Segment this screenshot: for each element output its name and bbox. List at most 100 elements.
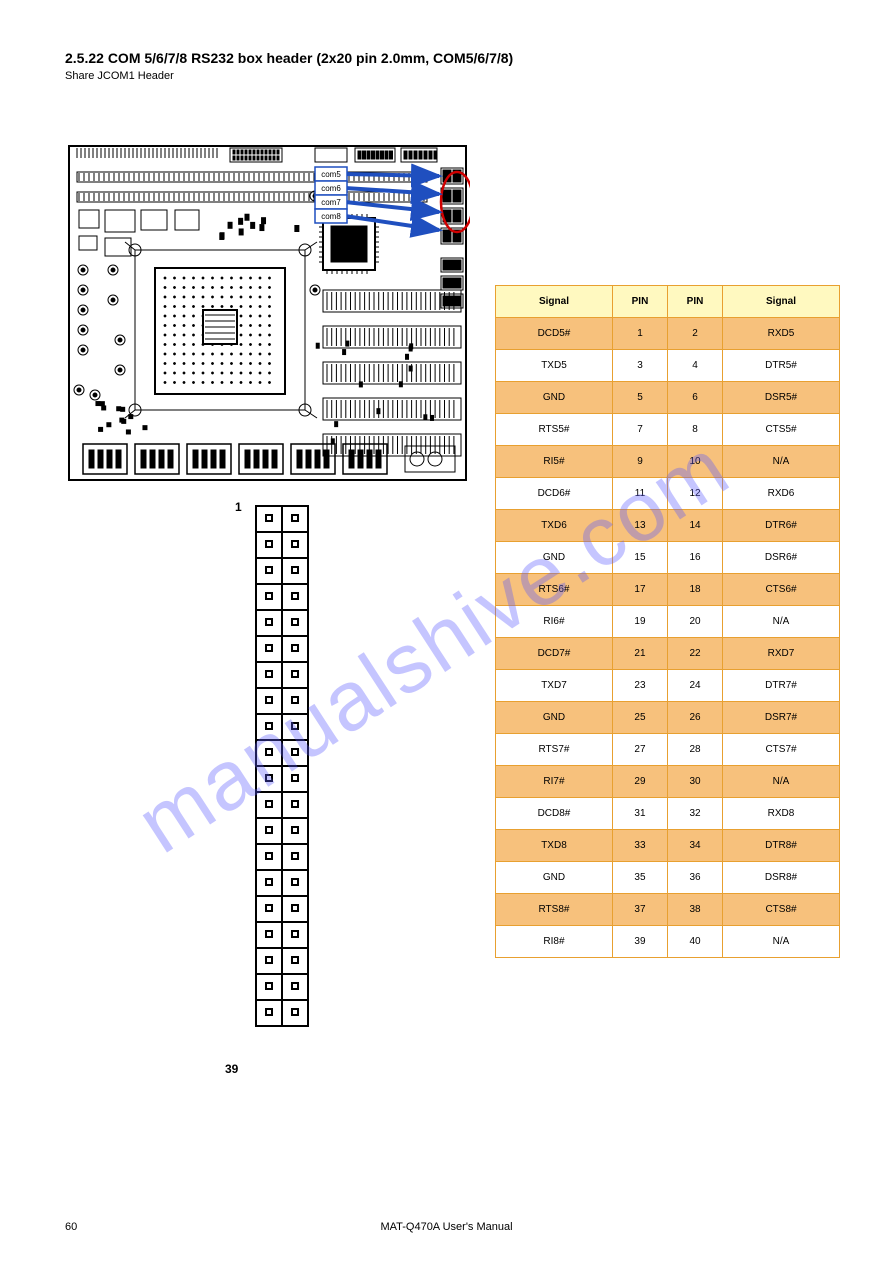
pinout-cell: DSR5# [723,382,840,414]
pin-cell [282,896,308,922]
pin-cell [282,818,308,844]
pinout-cell: N/A [723,446,840,478]
pinout-cell: CTS8# [723,894,840,926]
pinout-cell: TXD7 [496,670,613,702]
pinout-cell: 29 [612,766,667,798]
pinout-cell: GND [496,702,613,734]
pinout-cell: 32 [667,798,722,830]
pin-cell [282,636,308,662]
pinout-cell: CTS7# [723,734,840,766]
svg-text:com8: com8 [321,212,341,221]
pinout-cell: 23 [612,670,667,702]
pin-cell [256,688,282,714]
pinout-cell: RXD8 [723,798,840,830]
pin-cell [282,558,308,584]
pinout-col-2: PIN [667,286,722,318]
pin-header-diagram [255,505,315,1027]
pinout-cell: 1 [612,318,667,350]
pin-cell [256,506,282,532]
pinout-cell: RTS7# [496,734,613,766]
pinout-cell: DCD5# [496,318,613,350]
pinout-cell: 31 [612,798,667,830]
pinout-cell: RI6# [496,606,613,638]
pinout-table-wrap: SignalPINPINSignalDCD5#12RXD5TXD534DTR5#… [495,285,840,958]
pin-cell [282,922,308,948]
pinout-cell: CTS5# [723,414,840,446]
motherboard-diagram: com5com6com7com8 [65,140,470,490]
pinout-col-0: Signal [496,286,613,318]
pinout-col-3: Signal [723,286,840,318]
pinout-cell: DSR6# [723,542,840,574]
pinout-cell: GND [496,542,613,574]
pinout-cell: 30 [667,766,722,798]
pin-cell [256,610,282,636]
pin-cell [282,740,308,766]
svg-text:com5: com5 [321,170,341,179]
footer-doc-title: MAT-Q470A User's Manual [380,1221,512,1233]
pin-cell [256,766,282,792]
pinout-cell: RTS5# [496,414,613,446]
pin-cell [256,922,282,948]
pinout-cell: 6 [667,382,722,414]
pin-cell [256,740,282,766]
pinlast-label: 39 [225,1062,238,1076]
pin-cell [282,844,308,870]
footer-page-num: 60 [65,1221,77,1233]
pinout-cell: 26 [667,702,722,734]
section-title: 2.5.22 COM 5/6/7/8 RS232 box header (2x2… [65,50,513,66]
pin-cell [256,636,282,662]
pinout-cell: 3 [612,350,667,382]
pin-cell [282,870,308,896]
pinout-cell: DTR8# [723,830,840,862]
pinout-cell: 22 [667,638,722,670]
pinout-cell: DCD7# [496,638,613,670]
pinout-cell: 12 [667,478,722,510]
pinout-cell: 25 [612,702,667,734]
pinout-cell: 16 [667,542,722,574]
pinout-cell: DCD8# [496,798,613,830]
pinout-cell: DCD6# [496,478,613,510]
pinout-cell: RXD7 [723,638,840,670]
pinout-cell: 15 [612,542,667,574]
pin-cell [256,948,282,974]
pinout-cell: 2 [667,318,722,350]
pinout-cell: 40 [667,926,722,958]
pinout-cell: 5 [612,382,667,414]
pin-cell [282,662,308,688]
pinout-cell: DTR7# [723,670,840,702]
pinout-cell: 27 [612,734,667,766]
pinout-cell: RXD6 [723,478,840,510]
pinout-cell: RTS6# [496,574,613,606]
page-footer: 60 MAT-Q470A User's Manual [65,1221,828,1233]
pin-cell [256,662,282,688]
pinout-cell: GND [496,862,613,894]
pinout-cell: 36 [667,862,722,894]
pinout-cell: N/A [723,606,840,638]
pinout-cell: 18 [667,574,722,606]
pin-cell [256,558,282,584]
pinout-cell: RI5# [496,446,613,478]
pinout-cell: 24 [667,670,722,702]
pin-cell [256,714,282,740]
pinout-cell: TXD8 [496,830,613,862]
pinout-cell: 17 [612,574,667,606]
pinout-table: SignalPINPINSignalDCD5#12RXD5TXD534DTR5#… [495,285,840,958]
pin-cell [256,532,282,558]
svg-text:com7: com7 [321,198,341,207]
pinout-cell: 11 [612,478,667,510]
pinout-cell: 38 [667,894,722,926]
pinout-cell: 19 [612,606,667,638]
pin-cell [256,896,282,922]
pin-cell [256,870,282,896]
pin-cell [256,974,282,1000]
pinout-cell: N/A [723,766,840,798]
pinout-cell: TXD6 [496,510,613,542]
pin-cell [282,714,308,740]
pin-cell [282,974,308,1000]
pinout-cell: 10 [667,446,722,478]
pin-cell [282,584,308,610]
pinout-cell: 28 [667,734,722,766]
pinout-cell: DSR7# [723,702,840,734]
pinout-cell: 21 [612,638,667,670]
pin-cell [256,844,282,870]
